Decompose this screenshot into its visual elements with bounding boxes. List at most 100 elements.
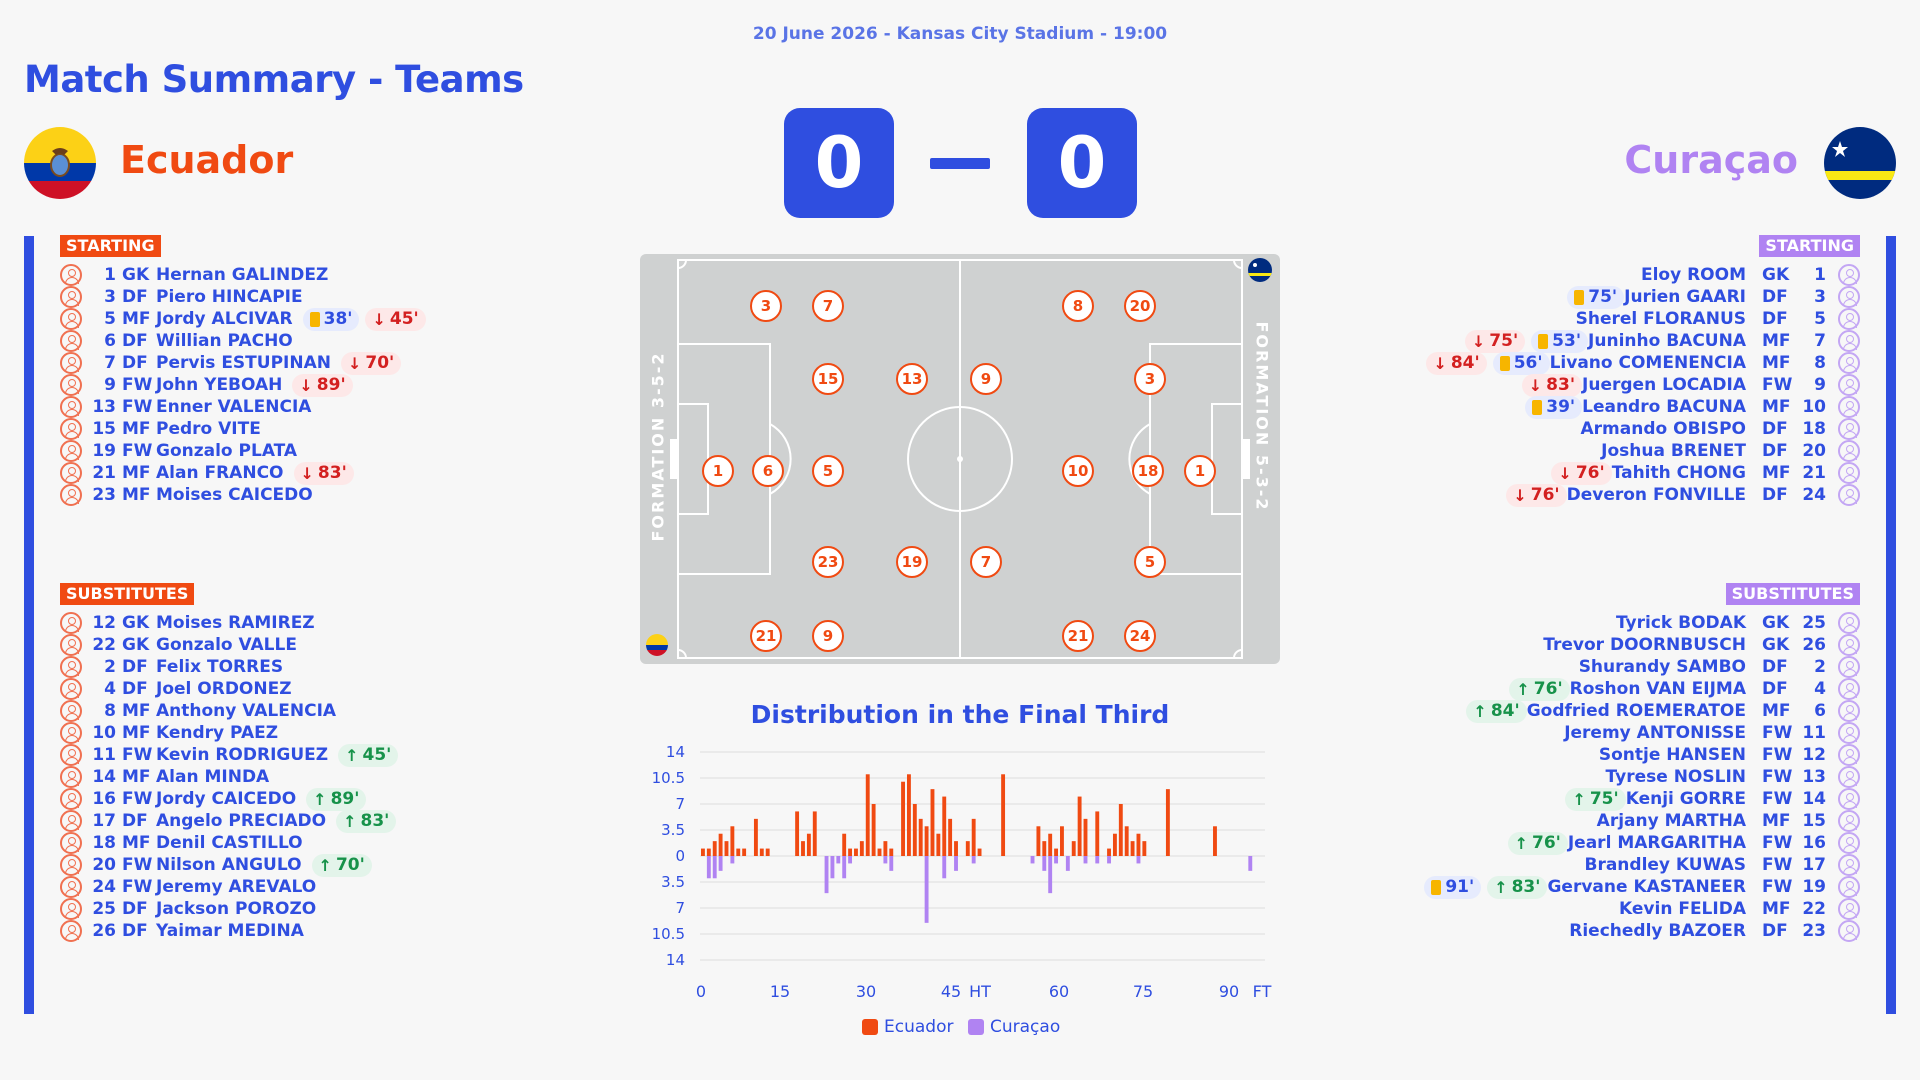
player-number: 10 <box>1802 397 1826 417</box>
away-player-marker: 18 <box>1132 455 1164 487</box>
away-starting-label: STARTING <box>1759 235 1860 257</box>
player-number: 17 <box>92 811 116 831</box>
away-player-marker: 21 <box>1062 620 1094 652</box>
sub-out-badge: ↓ 83' <box>293 461 354 485</box>
player-avatar-icon <box>1838 766 1860 788</box>
player-number: 4 <box>104 679 116 699</box>
sub-in-badge: ↑ 76' <box>1509 677 1570 701</box>
player-avatar-icon <box>60 656 82 678</box>
player-position: MF <box>122 767 151 787</box>
player-name: Moises RAMIREZ <box>156 613 315 633</box>
player-number: 23 <box>1802 921 1826 941</box>
yellow-card-badge: 39' <box>1525 395 1583 419</box>
away-accent-bar <box>1886 236 1896 1014</box>
player-name: Piero HINCAPIE <box>156 287 303 307</box>
player-position: MF <box>122 309 151 329</box>
home-player-marker: 6 <box>752 455 784 487</box>
player-name: Leandro BACUNA <box>1582 397 1746 417</box>
event-minute: 76' <box>1531 832 1561 853</box>
sub-out-badge: ↓ 84' <box>1426 351 1487 375</box>
player-position: GK <box>122 265 150 285</box>
legend-ecuador: Ecuador <box>862 1017 953 1037</box>
player-number: 23 <box>92 485 116 505</box>
player-position: MF <box>1762 463 1791 483</box>
player-position: DF <box>122 657 148 677</box>
player-number: 26 <box>92 921 116 941</box>
yellow-card-icon <box>1431 879 1442 895</box>
player-name: Moises CAICEDO <box>156 485 313 505</box>
player-number: 8 <box>104 701 116 721</box>
player-position: GK <box>1762 613 1790 633</box>
player-row: Riechedly BAZOER DF 23 <box>1569 920 1860 942</box>
player-number: 10 <box>92 723 116 743</box>
player-name: Willian PACHO <box>156 331 293 351</box>
curacao-flag-icon <box>1824 127 1896 199</box>
bar-ecuador <box>712 841 717 856</box>
player-name: Joshua BRENET <box>1601 441 1746 461</box>
bar-ecuador <box>859 841 864 856</box>
home-player-marker: 21 <box>750 620 782 652</box>
player-name: Arjany MARTHA <box>1596 811 1746 831</box>
player-row: ↓ 84' 56' Livano COMENENCIA MF 8 <box>1420 351 1860 375</box>
player-position: GK <box>1762 265 1790 285</box>
bar-ecuador <box>971 818 976 856</box>
player-name: Roshon VAN EIJMA <box>1569 679 1746 699</box>
bar-ecuador <box>842 833 847 856</box>
player-number: 7 <box>104 353 116 373</box>
home-accent-bar <box>24 236 34 1014</box>
player-name: Jeremy AREVALO <box>156 877 317 897</box>
bar-ecuador <box>1042 841 1047 856</box>
player-position: MF <box>1762 899 1791 919</box>
y-tick-label: 10.5 <box>652 769 685 787</box>
player-row: 8 MF Anthony VALENCIA <box>60 700 346 722</box>
player-name: Kevin RODRIGUEZ <box>156 745 329 765</box>
sub-in-badge: ↑ 83' <box>336 809 397 833</box>
player-position: DF <box>1762 657 1788 677</box>
bar-ecuador <box>1083 818 1088 856</box>
player-position: DF <box>1762 309 1788 329</box>
yellow-card-icon <box>1538 333 1549 349</box>
event-minute: 53' <box>1552 330 1582 351</box>
x-tick-label: HT <box>969 982 991 1001</box>
player-avatar-icon <box>1838 634 1860 656</box>
sub-out-badge: ↓ 45' <box>365 307 426 331</box>
player-avatar-icon <box>1838 876 1860 898</box>
player-position: FW <box>1762 877 1793 897</box>
bar-ecuador <box>801 841 805 856</box>
player-position: DF <box>122 331 148 351</box>
arrow-down-icon: ↓ <box>1471 331 1486 351</box>
bar-ecuador <box>889 848 894 856</box>
player-position: MF <box>122 463 151 483</box>
bar-ecuador <box>812 811 817 856</box>
player-avatar-icon <box>60 418 82 440</box>
bar-curacao <box>830 856 835 879</box>
bar-ecuador <box>718 833 723 856</box>
event-minute: 75' <box>1489 330 1519 351</box>
away-team-name: Curaçao <box>1624 138 1798 182</box>
player-avatar-icon <box>1838 462 1860 484</box>
event-minute: 84' <box>1490 700 1520 721</box>
player-row: 20 FW Nilson ANGULO ↑ 70' <box>60 853 378 877</box>
player-row: Eloy ROOM GK 1 <box>1641 264 1860 286</box>
event-minute: 76' <box>1575 462 1605 483</box>
event-minute: 70' <box>335 854 365 875</box>
player-row: Sherel FLORANUS DF 5 <box>1576 308 1860 330</box>
player-name: Livano COMENENCIA <box>1549 353 1746 373</box>
player-number: 8 <box>1814 353 1826 373</box>
player-name: Godfried ROEMERATOE <box>1526 701 1746 721</box>
bar-ecuador <box>918 818 923 856</box>
player-avatar-icon <box>1838 920 1860 942</box>
player-avatar-icon <box>60 634 82 656</box>
player-avatar-icon <box>60 722 82 744</box>
player-name: Felix TORRES <box>156 657 284 677</box>
yellow-card-badge: 53' <box>1531 329 1589 353</box>
player-avatar-icon <box>60 484 82 506</box>
player-number: 17 <box>1802 855 1826 875</box>
player-number: 5 <box>104 309 116 329</box>
player-row: 26 DF Yaimar MEDINA <box>60 920 314 942</box>
player-avatar-icon <box>60 920 82 942</box>
home-player-marker: 19 <box>896 546 928 578</box>
event-minute: 39' <box>1546 396 1576 417</box>
player-avatar-icon <box>1838 656 1860 678</box>
player-avatar-icon <box>1838 832 1860 854</box>
